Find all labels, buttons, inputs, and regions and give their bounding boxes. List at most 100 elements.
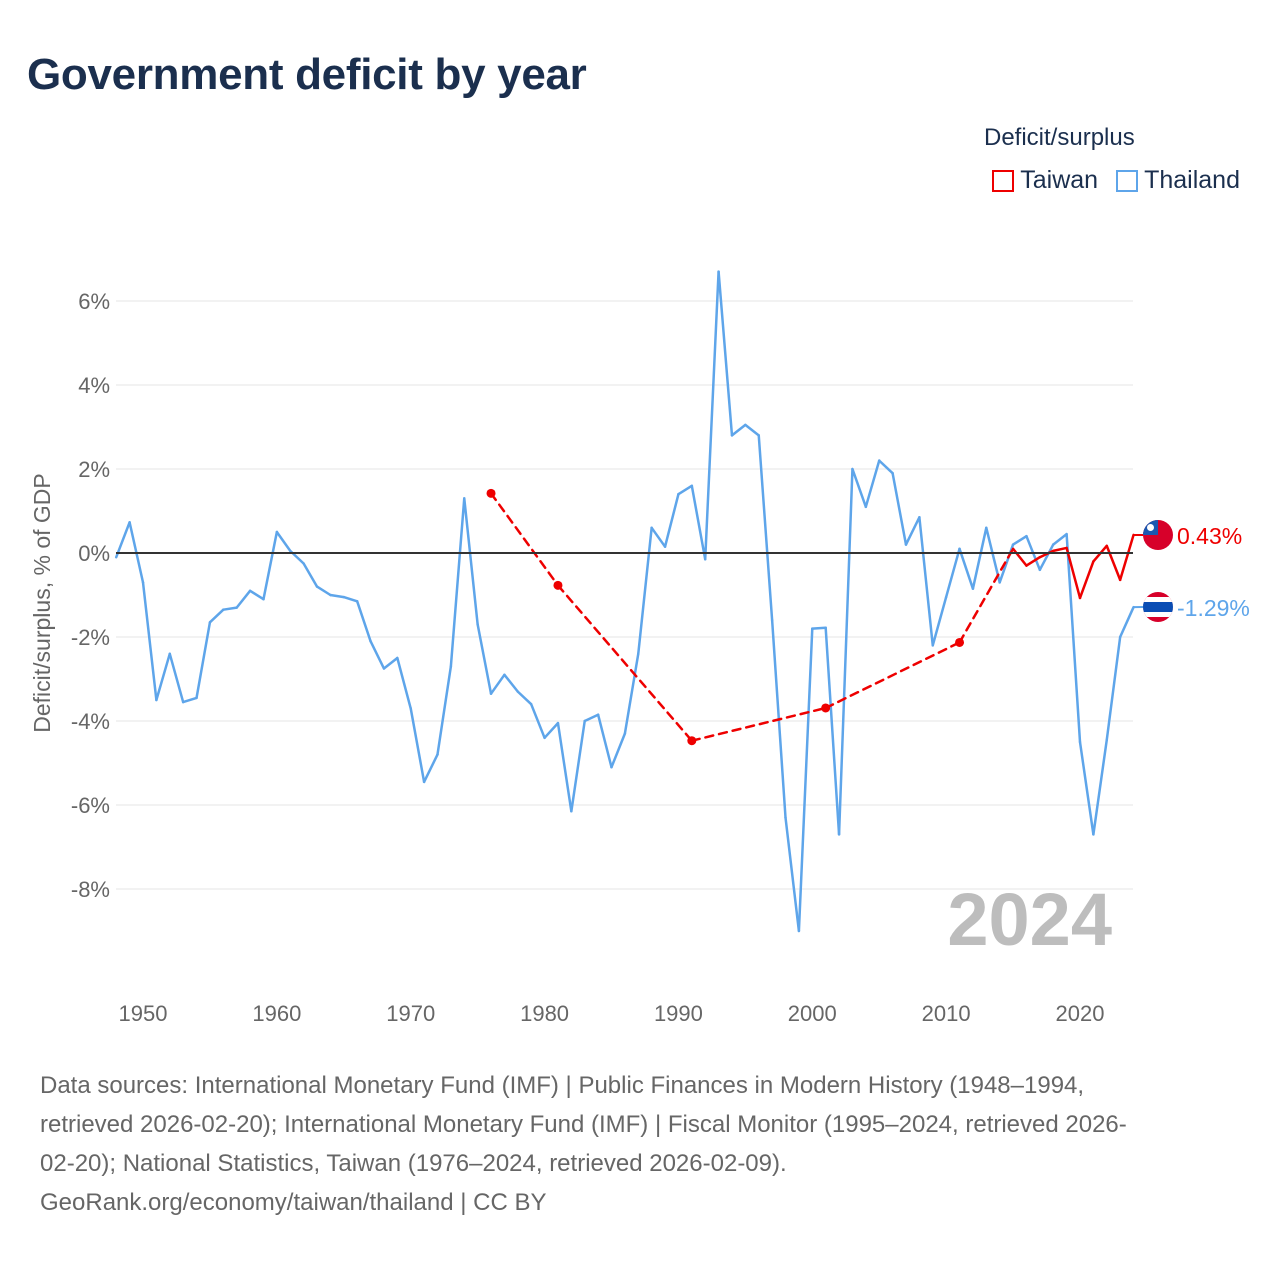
series-segment-thailand (302, 562, 319, 588)
series-segment-thailand (904, 516, 921, 546)
attribution-link[interactable]: GeoRank.org/economy/taiwan/thailand | CC… (40, 1189, 547, 1216)
series-segment-thailand (382, 656, 399, 670)
series-segment-thailand (797, 627, 814, 933)
x-tick-label: 1990 (654, 1001, 703, 1026)
series-segment-thailand (409, 707, 426, 784)
x-tick-label: 2000 (788, 1001, 837, 1026)
y-tick-label: 2% (78, 457, 110, 482)
series-segment-thailand (944, 547, 961, 599)
data-point-taiwan (553, 580, 563, 590)
series-segment-thailand (516, 690, 533, 706)
series-segment-thailand (864, 459, 881, 509)
series-segment-thailand (275, 530, 292, 553)
series-segment-thailand (181, 696, 198, 704)
x-tick-label: 2020 (1056, 1001, 1105, 1026)
series-segment-thailand (730, 423, 747, 437)
y-axis-label: Deficit/surplus, % of GDP (29, 473, 55, 732)
series-segment-taiwan (1118, 533, 1135, 582)
thailand-flag-icon (1143, 592, 1173, 622)
series-segment-thailand (610, 732, 627, 769)
series-segment-thailand (556, 721, 573, 813)
y-tick-label: 0% (78, 541, 110, 566)
series-segment-thailand (985, 526, 1001, 584)
series-segment-thailand (650, 526, 667, 548)
y-tick-label: -2% (71, 625, 110, 650)
series-segment-thailand (1051, 532, 1068, 546)
y-tick-label: 4% (78, 373, 110, 398)
series-segment-thailand (208, 608, 225, 624)
series-segment-thailand (824, 626, 841, 836)
legend: Taiwan Thailand (992, 166, 1240, 195)
legend-title: Deficit/surplus (984, 124, 1135, 151)
series-segment-thailand (342, 595, 359, 603)
series-segment-thailand (1011, 534, 1028, 546)
series-segment-thailand (891, 471, 908, 546)
legend-swatch-thailand (1116, 169, 1139, 192)
data-point-taiwan (955, 637, 965, 647)
series-segment-thailand (141, 581, 158, 702)
end-label-thailand: -1.29% (1177, 595, 1250, 621)
y-tick-label: -8% (71, 877, 110, 902)
series-segment-thailand (877, 459, 894, 475)
chart-title: Government deficit by year (27, 50, 587, 99)
series-segment-thailand (851, 467, 868, 509)
series-segment-thailand (677, 484, 694, 496)
legend-item-taiwan[interactable]: Taiwan (992, 166, 1098, 195)
series-segment-taiwan (958, 547, 1015, 644)
series-segment-thailand (155, 652, 172, 702)
series-segment-thailand (195, 621, 212, 700)
series-segment-thailand (503, 673, 520, 693)
series-segment-taiwan (824, 641, 961, 710)
series-segment-thailand (222, 606, 238, 611)
series-segment-thailand (583, 713, 600, 723)
y-tick-label: -6% (71, 793, 110, 818)
series-segment-taiwan (1105, 544, 1122, 582)
series-segment-thailand (971, 526, 988, 590)
series-segment-thailand (1038, 543, 1055, 572)
series-segment-thailand (489, 673, 506, 695)
x-tick-label: 1980 (520, 1001, 569, 1026)
series-segment-thailand (1118, 605, 1135, 639)
series-segment-thailand (436, 665, 453, 756)
taiwan-flag-icon (1143, 520, 1173, 550)
legend-label-taiwan: Taiwan (1020, 166, 1099, 194)
series-segment-taiwan (1065, 546, 1082, 600)
legend-label-thailand: Thailand (1144, 166, 1240, 194)
series-segment-thailand (543, 721, 560, 740)
y-tick-label: -4% (71, 709, 110, 734)
series-segment-thailand (168, 652, 185, 704)
footer: Data sources: International Monetary Fun… (40, 1066, 1240, 1222)
series-segment-thailand (1105, 635, 1122, 742)
y-tick-label: 6% (78, 289, 110, 314)
x-tick-label: 2010 (922, 1001, 971, 1026)
source-line-3: 02-20); National Statistics, Taiwan (197… (40, 1150, 787, 1177)
series-segment-thailand (784, 816, 801, 933)
series-segment-thailand (958, 547, 975, 590)
series-segment-thailand (1078, 740, 1095, 836)
series-segment-thailand (449, 497, 466, 668)
series-segment-thailand (637, 526, 653, 656)
series-segment-taiwan (1025, 555, 1042, 567)
series-segment-thailand (811, 626, 827, 630)
series-segment-thailand (690, 484, 707, 561)
legend-item-thailand[interactable]: Thailand (1116, 166, 1240, 195)
series-segment-thailand (355, 600, 372, 643)
series-segment-thailand (1092, 738, 1109, 836)
series-segment-thailand (663, 492, 680, 548)
series-segment-thailand (329, 593, 346, 599)
series-segment-taiwan (556, 584, 694, 742)
data-point-taiwan (687, 736, 697, 746)
series-segment-thailand (1065, 532, 1082, 744)
series-segment-taiwan (690, 706, 827, 742)
data-point-taiwan (486, 488, 496, 498)
series-segment-thailand (596, 713, 613, 769)
series-segment-taiwan (1078, 560, 1095, 600)
series-segment-thailand (623, 652, 640, 735)
series-segment-thailand (931, 595, 948, 647)
series-segment-thailand (422, 753, 439, 784)
series-segment-thailand (476, 623, 493, 695)
series-segment-thailand (248, 589, 265, 601)
series-segment-taiwan (1051, 546, 1068, 553)
series-segment-thailand (529, 702, 546, 740)
series-segment-thailand (262, 530, 279, 601)
